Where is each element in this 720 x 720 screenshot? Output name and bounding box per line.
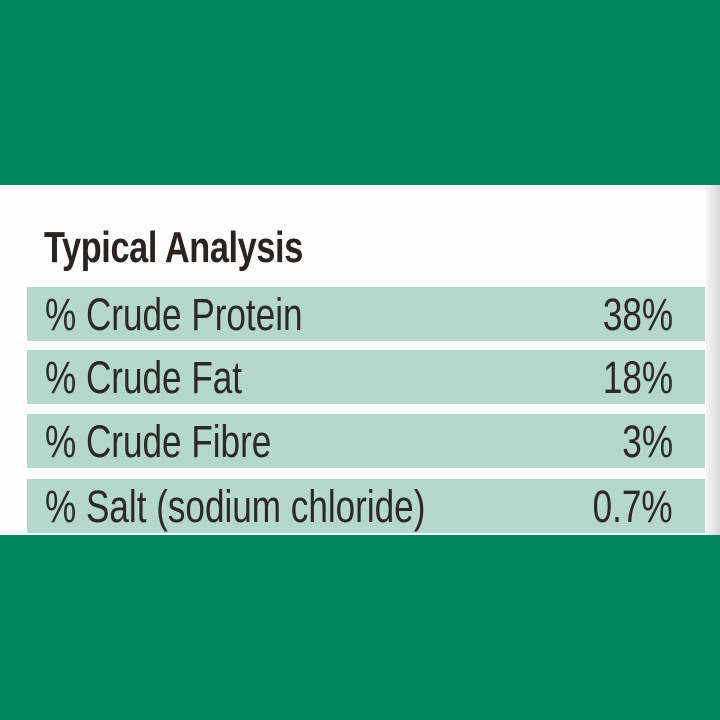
table-row: % Crude Fibre 3%	[27, 414, 705, 468]
row-label: % Crude Protein	[45, 289, 303, 340]
analysis-panel: Typical Analysis % Crude Protein 38%% Cru…	[0, 185, 720, 535]
row-value: 3%	[622, 416, 673, 467]
row-value: 38%	[602, 289, 673, 340]
title: Typical Analysis	[44, 223, 303, 272]
table-row: % Salt (sodium chloride) 0.7%	[27, 479, 705, 533]
row-label: % Salt (sodium chloride)	[45, 481, 426, 532]
row-label: % Crude Fat	[45, 352, 243, 403]
row-label: % Crude Fibre	[45, 416, 272, 467]
table-row: % Crude Fat 18%	[27, 350, 705, 404]
table-row: % Crude Protein 38%	[27, 287, 705, 341]
row-value: 18%	[602, 352, 673, 403]
panel-edge	[706, 185, 720, 535]
row-value: 0.7%	[592, 481, 673, 532]
